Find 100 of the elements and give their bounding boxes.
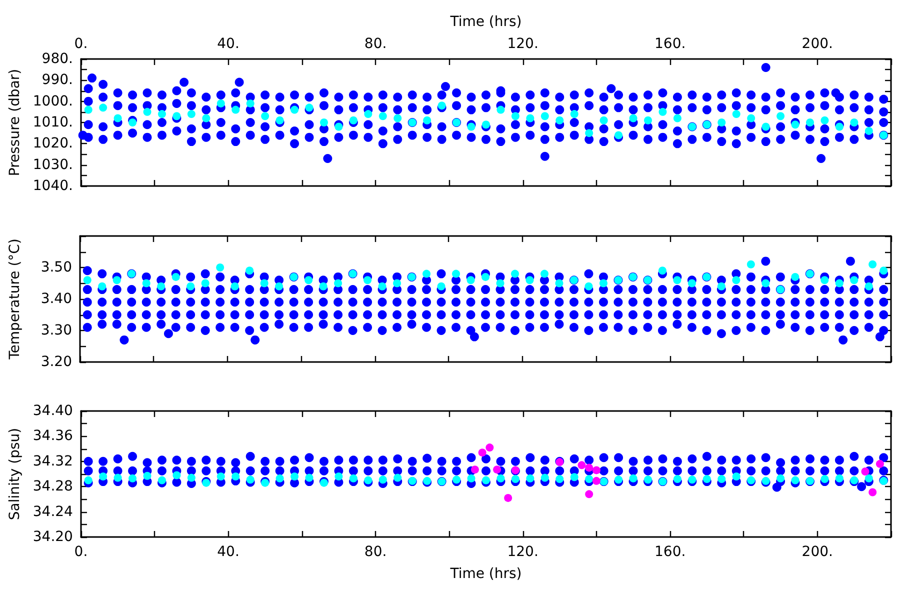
point [423, 116, 432, 124]
point [187, 110, 196, 118]
point [540, 112, 549, 120]
point [820, 276, 829, 284]
point [452, 270, 460, 278]
point [614, 131, 623, 140]
point [467, 474, 476, 482]
point [246, 476, 254, 484]
point [570, 110, 578, 118]
y-axis-title: Pressure (dbar) [7, 68, 23, 176]
x-tick-label: 160. [654, 544, 686, 560]
point [378, 112, 387, 120]
y-tick-label: 3.30 [40, 322, 72, 338]
point [806, 118, 814, 126]
point [452, 476, 461, 484]
point [482, 476, 490, 484]
point [364, 110, 372, 118]
point [99, 472, 108, 481]
y-tick-label: 3.40 [40, 291, 72, 307]
point [334, 122, 343, 131]
point [732, 276, 740, 284]
point [334, 279, 342, 288]
point [364, 476, 372, 484]
y-tick-label: 3.50 [40, 260, 72, 276]
point [880, 266, 888, 275]
point [142, 279, 150, 288]
point [644, 116, 652, 124]
y-tick-label: 34.32 [32, 453, 73, 470]
point [84, 106, 92, 114]
point [493, 466, 502, 474]
point [673, 114, 682, 122]
point [820, 116, 829, 124]
x-axis-title: Time (hrs) [449, 566, 522, 582]
y-tick-label: 3.20 [40, 354, 72, 370]
point [364, 276, 372, 284]
point [688, 279, 696, 288]
point [202, 114, 210, 122]
point [556, 116, 564, 124]
point [394, 114, 402, 122]
point [230, 282, 239, 290]
point [246, 266, 254, 275]
point [438, 102, 446, 110]
point [732, 472, 740, 481]
x2-axis-title: Time (hrs) [449, 14, 522, 30]
point [511, 270, 519, 278]
point [261, 112, 270, 120]
point [157, 282, 166, 290]
point [158, 110, 166, 118]
point [276, 474, 284, 482]
point [526, 276, 534, 284]
point [868, 260, 877, 268]
point [585, 490, 594, 498]
point [835, 474, 844, 482]
point [540, 270, 548, 278]
y-tick-label: 34.24 [32, 504, 74, 520]
point [584, 282, 593, 290]
point [762, 122, 770, 131]
point [791, 476, 800, 484]
y-axis-title: Salinity (psu) [7, 428, 23, 520]
point [172, 471, 181, 480]
point [850, 118, 858, 126]
point [467, 122, 476, 131]
point [791, 272, 800, 281]
x-tick-label: 200. [802, 544, 833, 560]
y-tick-label: 34.36 [32, 428, 74, 444]
point [466, 276, 475, 284]
y-tick-label: 1020. [32, 136, 73, 152]
x2-tick-label: 200. [802, 36, 833, 52]
point [585, 464, 594, 472]
point [378, 282, 386, 290]
point [718, 118, 726, 126]
point [437, 282, 446, 290]
point [578, 461, 586, 470]
x2-tick-label: 40. [217, 36, 240, 52]
point [592, 466, 600, 474]
point [820, 475, 829, 484]
point [658, 108, 667, 116]
point [746, 260, 755, 268]
y-tick-label: 34.20 [32, 529, 73, 545]
point [393, 279, 402, 288]
point [232, 472, 240, 481]
point [526, 474, 534, 482]
point [658, 266, 666, 275]
y-tick-label: 980. [42, 51, 73, 67]
point [470, 466, 479, 474]
y-tick-label: 1000. [32, 93, 73, 110]
point [276, 116, 284, 124]
point [216, 264, 224, 272]
point [614, 476, 623, 484]
point [600, 116, 608, 124]
point [260, 279, 268, 288]
point [511, 475, 520, 484]
point [216, 472, 225, 481]
point [143, 472, 152, 480]
point [486, 444, 494, 452]
point [349, 474, 358, 482]
point [128, 474, 137, 482]
point [216, 99, 225, 108]
point [246, 99, 254, 108]
point [585, 129, 594, 138]
